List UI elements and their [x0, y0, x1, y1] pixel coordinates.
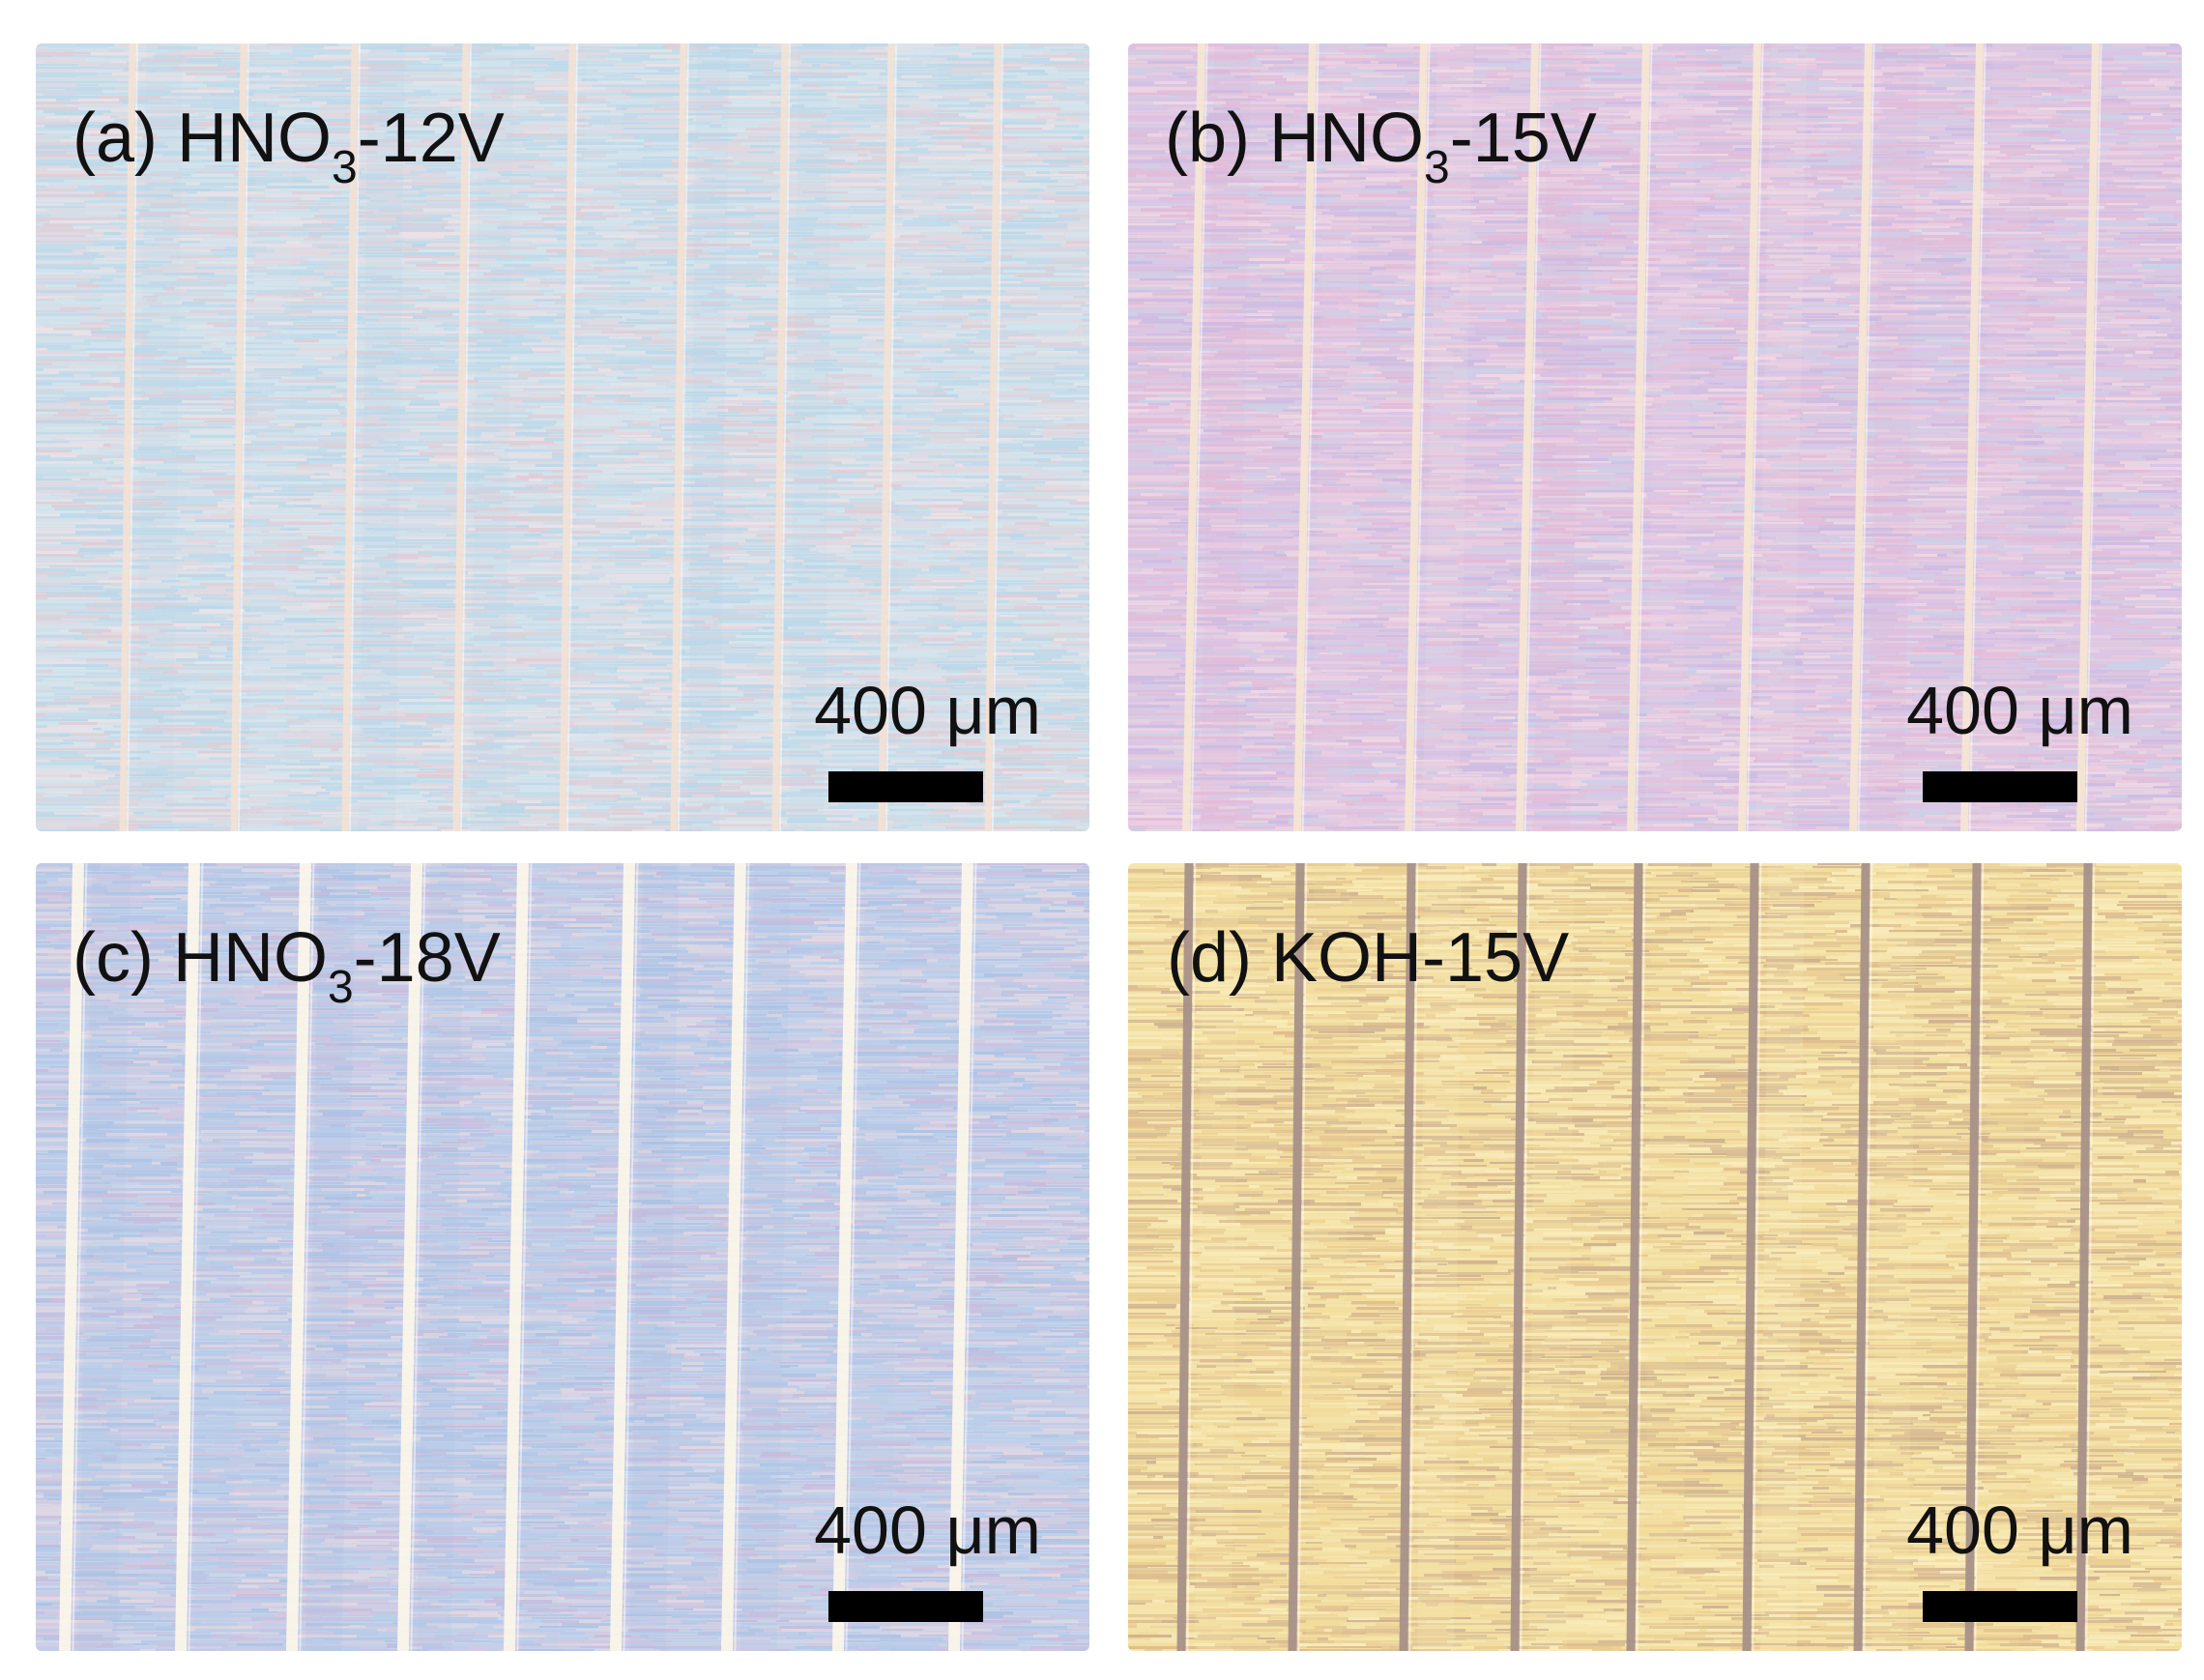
micrograph-image-a — [36, 43, 1089, 831]
scale-bar-b — [1923, 771, 2077, 802]
micrograph-panel-a: (a) HNO3-12V 400 μm — [36, 43, 1089, 831]
panel-label-c: (c) HNO3-18V — [72, 923, 501, 1011]
scale-bar-a — [828, 771, 983, 802]
scale-bar-label-b: 400 μm — [1906, 677, 2133, 744]
micrograph-panel-c: (c) HNO3-18V 400 μm — [36, 863, 1089, 1651]
scale-bar-label-c: 400 μm — [814, 1496, 1041, 1564]
scale-bar-group-c: 400 μm — [809, 1496, 1041, 1622]
panel-label-c-subscript: 3 — [328, 962, 354, 1013]
scale-bar-group-a: 400 μm — [809, 677, 1041, 802]
panel-label-c-prefix: (c) HNO — [72, 919, 328, 997]
panel-label-b-prefix: (b) HNO — [1165, 100, 1424, 177]
micrograph-panel-b: (b) HNO3-15V 400 μm — [1128, 43, 2182, 831]
panel-label-a-prefix: (a) HNO — [72, 100, 332, 177]
panel-label-d: (d) KOH-15V — [1167, 923, 1569, 993]
micrograph-panel-d: (d) KOH-15V 400 μm — [1128, 863, 2182, 1651]
panel-label-a: (a) HNO3-12V — [72, 103, 505, 191]
panel-label-b: (b) HNO3-15V — [1165, 103, 1597, 191]
scale-bar-c — [828, 1591, 983, 1622]
micrograph-image-c — [36, 863, 1089, 1651]
scale-bar-d — [1923, 1591, 2077, 1622]
panel-label-c-suffix: -18V — [354, 919, 501, 997]
panel-label-b-suffix: -15V — [1450, 100, 1597, 177]
panel-label-a-subscript: 3 — [332, 142, 358, 193]
scale-bar-group-d: 400 μm — [1901, 1496, 2133, 1622]
panel-label-b-subscript: 3 — [1424, 142, 1450, 193]
panel-label-a-suffix: -12V — [358, 100, 505, 177]
scale-bar-label-a: 400 μm — [814, 677, 1041, 744]
scale-bar-group-b: 400 μm — [1901, 677, 2133, 802]
micrograph-image-b — [1128, 43, 2182, 831]
panel-label-d-prefix: (d) KOH-15V — [1167, 919, 1569, 997]
scale-bar-label-d: 400 μm — [1906, 1496, 2133, 1564]
micrograph-image-d — [1128, 863, 2182, 1651]
